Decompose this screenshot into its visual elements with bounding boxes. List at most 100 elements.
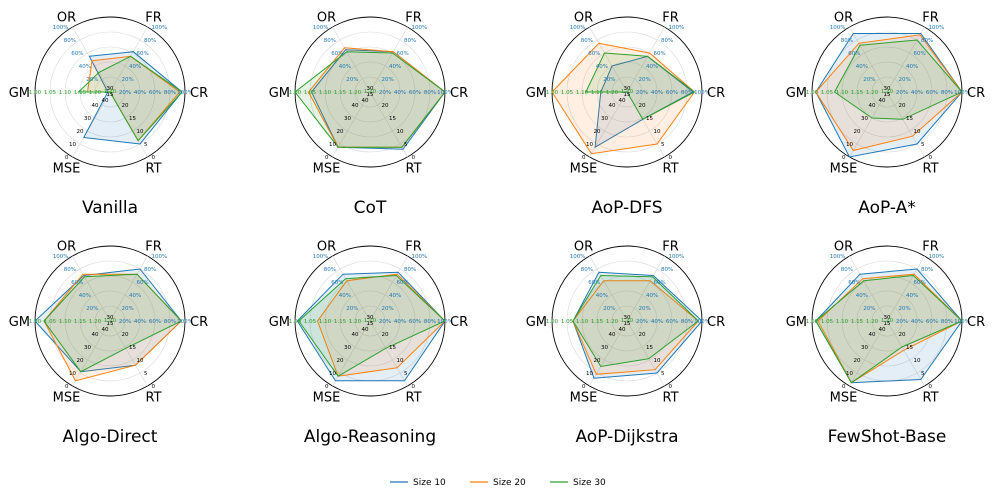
tick-label-rt: 0	[929, 384, 933, 390]
legend-label: Size 30	[573, 478, 606, 488]
tick-label-rt: 5	[661, 371, 665, 377]
tick-label-gm: 1.15	[851, 90, 864, 96]
series-polygon-size-20	[815, 34, 963, 152]
center-tick-label: 30	[367, 315, 374, 321]
tick-label-fr: 40%	[389, 64, 401, 70]
tick-label-or: 60%	[331, 51, 343, 57]
tick-label-cr: 40%	[911, 319, 923, 325]
axis-label-rt: RT	[922, 390, 938, 405]
tick-label-fr: 100%	[412, 254, 428, 260]
grid-spoke	[589, 26, 628, 93]
tick-label-cr: 20%	[896, 319, 908, 325]
tick-label-gm: 1.15	[591, 90, 604, 96]
tick-label-or: 80%	[841, 38, 853, 44]
tick-label-rt: 20	[122, 103, 129, 109]
grid-spoke	[626, 255, 665, 322]
tick-label-fr: 80%	[921, 38, 933, 44]
tick-label-mse: 20	[594, 129, 601, 135]
grid-spoke	[589, 320, 628, 387]
tick-label-or: 60%	[71, 280, 83, 286]
tick-label-cr: 80%	[941, 90, 953, 96]
tick-label-cr: 40%	[651, 90, 663, 96]
center-tick-label: 30	[624, 86, 631, 92]
tick-label-mse: 40	[352, 103, 359, 109]
tick-label-or: 40%	[339, 293, 351, 299]
tick-label-cr: 60%	[409, 319, 421, 325]
tick-label-gm: 1.05	[821, 90, 834, 96]
grid-spoke	[332, 255, 371, 322]
series-polygon-size-30	[298, 274, 446, 377]
subplot-title: FewShot-Base	[828, 427, 947, 447]
center-tick-label: 1.20	[364, 318, 377, 324]
tick-label-gm: 1.15	[334, 90, 347, 96]
tick-label-rt: 5	[661, 142, 665, 148]
tick-label-rt: 20	[639, 103, 646, 109]
center-tick-label: 40	[619, 98, 626, 104]
axis-label-fr: FR	[405, 11, 422, 26]
tick-label-rt: 15	[906, 345, 913, 351]
tick-label-fr: 80%	[404, 38, 416, 44]
axis-label-fr: FR	[662, 240, 679, 255]
tick-label-fr: 80%	[144, 38, 156, 44]
tick-label-mse: 40	[869, 103, 876, 109]
tick-label-rt: 15	[389, 345, 396, 351]
center-tick-label: 1.20	[104, 89, 117, 95]
tick-label-mse: 10	[329, 371, 336, 377]
series-polygon-size-30	[572, 274, 700, 368]
tick-label-rt: 20	[899, 103, 906, 109]
tick-label-gm: 1.15	[74, 90, 87, 96]
tick-label-fr: 20%	[382, 77, 394, 83]
tick-label-rt: 0	[929, 155, 933, 161]
tick-label-mse: 10	[846, 142, 853, 148]
tick-label-cr: 80%	[424, 90, 436, 96]
tick-label-mse: 0	[582, 155, 586, 161]
tick-label-rt: 10	[137, 358, 144, 364]
grid-spoke	[626, 320, 665, 387]
tick-label-gm: 1.05	[44, 319, 57, 325]
tick-label-or: 60%	[588, 51, 600, 57]
tick-label-fr: 20%	[639, 306, 651, 312]
tick-label-gm: 1.20	[606, 90, 619, 96]
tick-label-or: 80%	[324, 267, 336, 273]
radar-subplot-fewshot-base: 20%40%60%80%100%20%40%60%80%100%20% 40% 60…	[786, 240, 985, 447]
grid-spoke	[369, 91, 408, 158]
grid-spoke	[109, 320, 148, 387]
radar-subplot-algo-reasoning: 20%40%60%80%100%20%40%60%80%100%20% 40% 60…	[269, 240, 468, 447]
series-polygon-size-30	[833, 39, 963, 120]
tick-label-gm: 1.00	[546, 90, 559, 96]
legend-entry-size-20: Size 20	[470, 478, 526, 488]
tick-label-fr: 20%	[899, 77, 911, 83]
tick-label-fr: 80%	[404, 267, 416, 273]
center-tick-label: 30	[884, 86, 891, 92]
center-tick-label: 30	[107, 315, 114, 321]
radar-panels: 20%40%60%80%100%20%40%60%80%100%20% 40% 60…	[9, 11, 985, 447]
tick-label-fr: 20%	[382, 306, 394, 312]
subplot-title: AoP-A*	[858, 198, 916, 218]
tick-label-fr: 60%	[914, 280, 926, 286]
tick-label-rt: 15	[129, 345, 136, 351]
axis-label-mse: MSE	[830, 161, 858, 176]
tick-label-gm: 1.15	[334, 319, 347, 325]
axis-label-mse: MSE	[570, 390, 598, 405]
tick-label-fr: 60%	[914, 51, 926, 57]
tick-label-gm: 1.00	[546, 319, 559, 325]
axis-label-gm: GM	[526, 86, 547, 101]
tick-label-or: 80%	[64, 267, 76, 273]
tick-label-gm: 1.05	[44, 90, 57, 96]
tick-label-gm: 1.15	[74, 319, 87, 325]
tick-label-cr: 80%	[941, 319, 953, 325]
axis-label-cr: CR	[450, 86, 468, 101]
subplot-title: Algo-Reasoning	[304, 427, 436, 447]
tick-label-cr: 60%	[926, 90, 938, 96]
axis-label-or: OR	[317, 11, 336, 26]
tick-label-mse: 40	[352, 332, 359, 338]
tick-label-rt: 10	[654, 358, 661, 364]
tick-label-or: 40%	[79, 64, 91, 70]
axis-label-gm: GM	[526, 315, 547, 330]
tick-label-rt: 15	[129, 116, 136, 122]
tick-label-gm: 1.00	[806, 319, 819, 325]
tick-label-rt: 15	[646, 116, 653, 122]
tick-label-fr: 80%	[661, 38, 673, 44]
tick-label-or: 40%	[596, 293, 608, 299]
tick-label-or: 40%	[339, 64, 351, 70]
